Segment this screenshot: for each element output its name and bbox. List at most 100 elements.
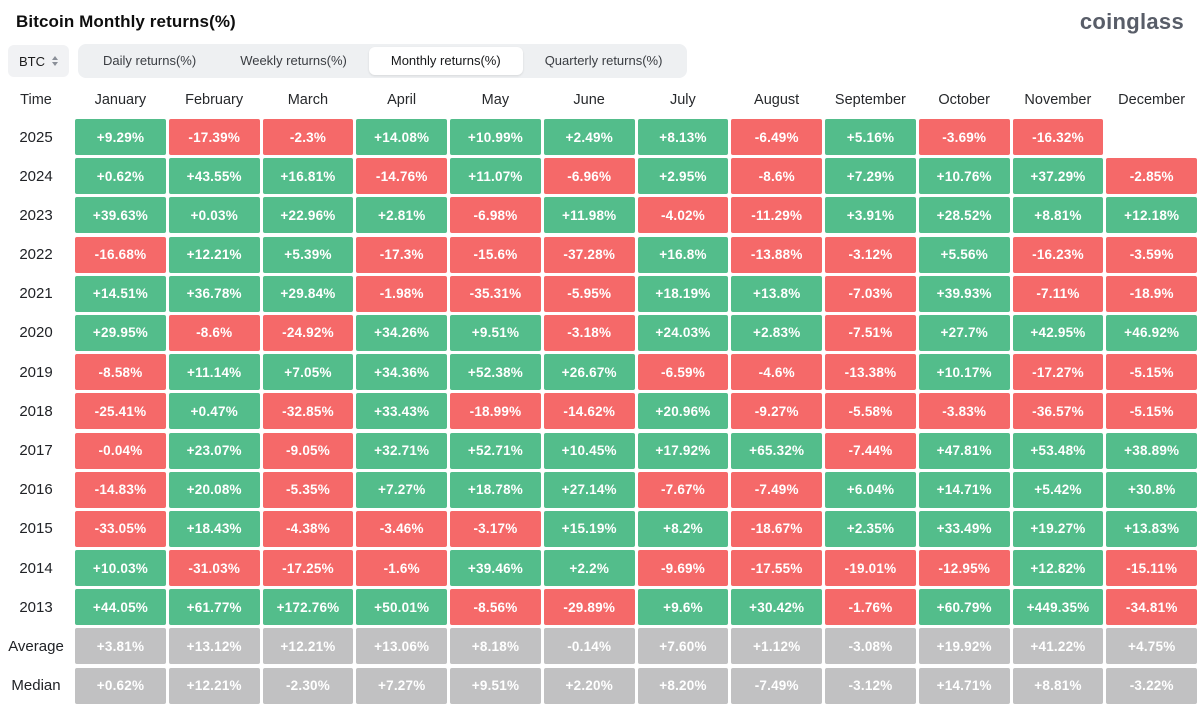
return-cell: +37.29% bbox=[1012, 158, 1104, 195]
return-cell: +2.81% bbox=[356, 197, 447, 234]
return-cell: -6.98% bbox=[450, 197, 541, 234]
column-header-month: October bbox=[938, 92, 990, 108]
return-cell: -1.98% bbox=[356, 275, 447, 312]
return-cell: -18.99% bbox=[450, 393, 541, 430]
return-cell: +16.81% bbox=[262, 158, 354, 195]
return-cell: -5.35% bbox=[262, 471, 354, 508]
return-cell: +43.55% bbox=[168, 158, 260, 195]
return-cell: +61.77% bbox=[168, 589, 260, 626]
return-cell: +7.27% bbox=[356, 471, 447, 508]
return-cell: +41.22% bbox=[1012, 628, 1104, 665]
row-label: 2025 bbox=[19, 128, 53, 146]
return-cell: +18.78% bbox=[450, 471, 541, 508]
return-cell: +9.6% bbox=[637, 589, 729, 626]
return-cell: +11.14% bbox=[168, 354, 260, 391]
return-cell: +7.05% bbox=[262, 354, 354, 391]
coinglass-logo[interactable]: coinglass bbox=[1079, 9, 1184, 34]
return-cell: +8.13% bbox=[637, 119, 729, 155]
column-header-month: June bbox=[573, 92, 605, 108]
row-label: Median bbox=[11, 677, 61, 695]
return-cell: -5.15% bbox=[1106, 393, 1197, 430]
return-cell: +2.2% bbox=[543, 550, 635, 587]
tab-weekly-returns[interactable]: Weekly returns(%) bbox=[240, 53, 347, 68]
return-cell: +19.92% bbox=[918, 628, 1010, 665]
return-cell: +0.62% bbox=[75, 667, 166, 704]
return-cell: +13.12% bbox=[168, 628, 260, 665]
row-label: 2021 bbox=[19, 285, 53, 303]
row-label: 2016 bbox=[19, 481, 53, 499]
return-cell: +5.39% bbox=[262, 236, 354, 273]
return-cell: +47.81% bbox=[918, 432, 1010, 469]
return-cell: +60.79% bbox=[918, 589, 1010, 626]
column-header-month: March bbox=[287, 92, 329, 108]
column-header-month: April bbox=[387, 92, 417, 108]
return-cell: +13.8% bbox=[731, 275, 822, 312]
return-cell: -32.85% bbox=[262, 393, 354, 430]
return-cell bbox=[1106, 119, 1197, 155]
coin-selector[interactable]: BTC bbox=[8, 45, 69, 77]
tab-monthly-returns[interactable]: Monthly returns(%) bbox=[368, 47, 523, 75]
return-cell: +0.03% bbox=[168, 197, 260, 234]
return-cell: -8.6% bbox=[168, 314, 260, 351]
return-cell: +24.03% bbox=[637, 314, 729, 351]
column-header-month: May bbox=[481, 92, 510, 108]
return-cell: +14.08% bbox=[356, 119, 447, 155]
return-cell: +28.52% bbox=[918, 197, 1010, 234]
return-cell: +12.18% bbox=[1106, 197, 1197, 234]
return-cell: -1.6% bbox=[356, 550, 447, 587]
tab-quarterly-returns[interactable]: Quarterly returns(%) bbox=[544, 53, 663, 68]
return-cell: -8.58% bbox=[75, 354, 166, 391]
return-cell: -34.81% bbox=[1106, 589, 1197, 626]
return-cell: +30.8% bbox=[1106, 471, 1197, 508]
return-cell: -7.11% bbox=[1012, 275, 1104, 312]
column-header-row: Time January February March April May June July… bbox=[0, 86, 1200, 114]
return-cell: +11.98% bbox=[543, 197, 635, 234]
return-cell: +5.16% bbox=[825, 119, 916, 155]
return-cell: +172.76% bbox=[262, 589, 354, 626]
return-cell: +10.17% bbox=[918, 354, 1010, 391]
row-label: 2022 bbox=[19, 246, 53, 264]
return-cell: -16.32% bbox=[1012, 119, 1104, 155]
return-cell: +2.95% bbox=[637, 158, 729, 195]
return-cell: -33.05% bbox=[75, 510, 166, 547]
coin-selector-label: BTC bbox=[19, 53, 45, 69]
return-cell: +9.51% bbox=[450, 667, 541, 704]
row-label: 2024 bbox=[19, 167, 53, 185]
row-label: 2013 bbox=[19, 598, 53, 616]
return-cell: +53.48% bbox=[1012, 432, 1104, 469]
return-cell: +3.91% bbox=[825, 197, 916, 234]
return-cell: +10.76% bbox=[918, 158, 1010, 195]
return-cell: -3.18% bbox=[543, 314, 635, 351]
updown-arrows-icon bbox=[52, 56, 58, 66]
tab-daily-returns[interactable]: Daily returns(%) bbox=[103, 53, 197, 68]
return-cell: -13.38% bbox=[825, 354, 916, 391]
row-label: 2017 bbox=[19, 442, 53, 459]
return-cell: +38.89% bbox=[1106, 432, 1197, 469]
return-cell: +2.49% bbox=[543, 119, 635, 155]
return-cell: +32.71% bbox=[356, 432, 447, 469]
row-label: 2018 bbox=[19, 402, 53, 420]
return-cell: -3.17% bbox=[450, 510, 541, 547]
return-cell: -35.31% bbox=[450, 275, 541, 312]
return-cell: +2.20% bbox=[543, 667, 635, 704]
return-cell: -31.03% bbox=[168, 550, 260, 587]
return-cell: -5.95% bbox=[543, 275, 635, 312]
tab-group: Daily returns(%) Weekly returns(%) Monthly… bbox=[78, 44, 688, 78]
return-cell: -36.57% bbox=[1012, 393, 1104, 430]
page-header: Bitcoin Monthly returns(%) coinglass bbox=[0, 0, 1200, 36]
return-cell: +10.99% bbox=[450, 119, 541, 155]
return-cell: -15.6% bbox=[450, 236, 541, 273]
row-label: 2020 bbox=[19, 324, 53, 342]
return-cell: -18.9% bbox=[1106, 275, 1197, 312]
return-cell: +33.49% bbox=[918, 510, 1010, 547]
return-cell: -4.6% bbox=[731, 354, 822, 391]
return-cell: +19.27% bbox=[1012, 510, 1104, 547]
page-title: Bitcoin Monthly returns(%) bbox=[16, 12, 236, 31]
return-cell: +23.07% bbox=[168, 432, 260, 469]
return-cell: +2.35% bbox=[825, 510, 916, 547]
return-cell: -7.03% bbox=[825, 275, 916, 312]
return-cell: -1.76% bbox=[825, 589, 916, 626]
return-cell: +7.60% bbox=[637, 628, 729, 665]
column-header-month: November bbox=[1024, 92, 1092, 108]
return-cell: -2.85% bbox=[1106, 158, 1197, 195]
